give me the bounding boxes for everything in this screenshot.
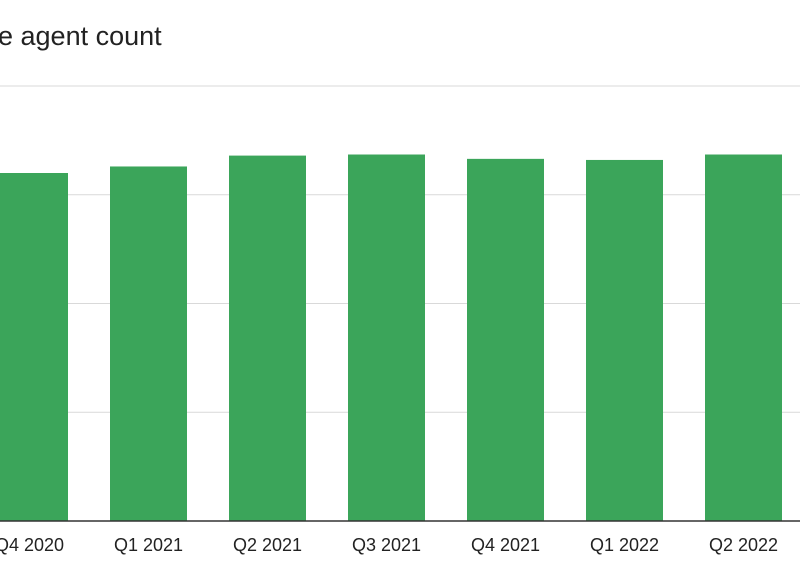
bar xyxy=(467,158,544,522)
bar xyxy=(229,155,306,521)
x-tick-label: Q2 2022 xyxy=(709,535,778,555)
x-tick-label: Q4 2020 xyxy=(0,535,64,555)
bar xyxy=(110,166,187,521)
bar xyxy=(348,154,425,521)
x-tick-label: Q1 2022 xyxy=(590,535,659,555)
x-tick-label: Q2 2021 xyxy=(233,535,302,555)
bar xyxy=(0,173,68,521)
chart-title: e agent count xyxy=(0,21,162,51)
x-tick-label: Q3 2021 xyxy=(352,535,421,555)
bar xyxy=(586,159,663,521)
x-tick-label: Q4 2021 xyxy=(471,535,540,555)
x-tick-label: Q1 2021 xyxy=(114,535,183,555)
bar xyxy=(705,154,782,521)
